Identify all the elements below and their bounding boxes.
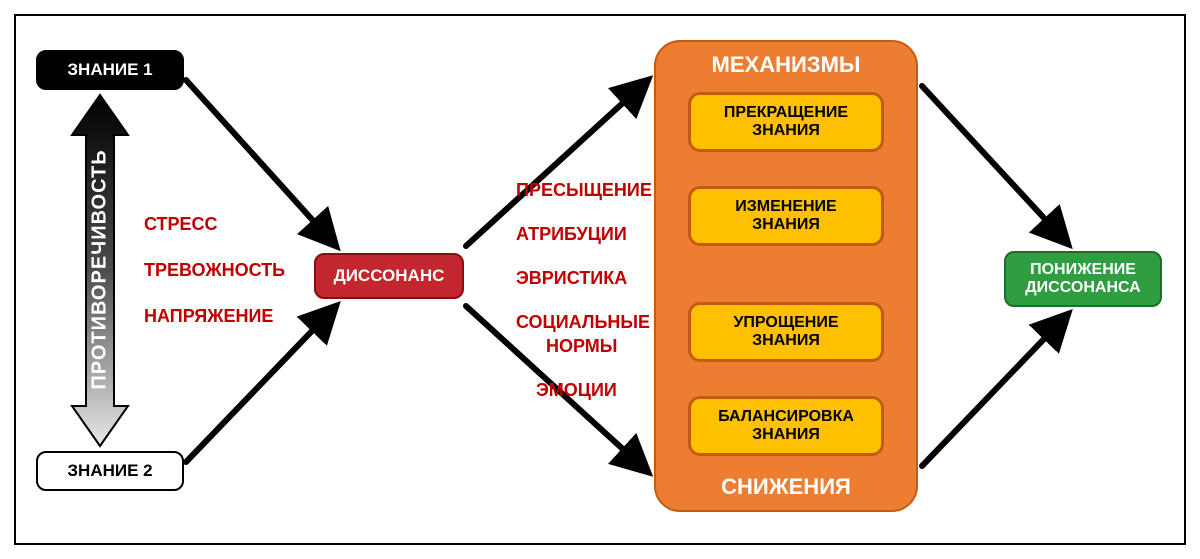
mechanisms-top-text: МЕХАНИЗМЫ — [712, 52, 861, 77]
mech-item-0: ПРЕКРАЩЕНИЕ ЗНАНИЯ — [688, 92, 884, 152]
contradiction-text: ПРОТИВОРЕЧИВОСТЬ — [89, 149, 111, 389]
mech-item-3-label: БАЛАНСИРОВКА ЗНАНИЯ — [718, 408, 854, 443]
left-label-1: ТРЕВОЖНОСТЬ — [144, 260, 285, 281]
right-label-0-text: ПРЕСЫЩЕНИЕ — [516, 180, 652, 200]
left-label-2-text: НАПРЯЖЕНИЕ — [144, 306, 273, 326]
right-label-5-text: ЭМОЦИИ — [536, 380, 617, 400]
mech-item-2: УПРОЩЕНИЕ ЗНАНИЯ — [688, 302, 884, 362]
dissonance-label: ДИССОНАНС — [334, 266, 445, 286]
left-label-0-text: СТРЕСС — [144, 214, 218, 234]
right-label-4-text: НОРМЫ — [546, 336, 617, 356]
mechanisms-bottom-text: СНИЖЕНИЯ — [721, 474, 851, 499]
right-label-1: АТРИБУЦИИ — [516, 224, 627, 245]
mech-item-1-label: ИЗМЕНЕНИЕ ЗНАНИЯ — [735, 198, 836, 233]
right-label-4: НОРМЫ — [546, 336, 617, 357]
mechanisms-title-bottom: СНИЖЕНИЯ — [654, 474, 918, 500]
knowledge2-label: ЗНАНИЕ 2 — [67, 461, 152, 481]
node-knowledge2: ЗНАНИЕ 2 — [36, 451, 184, 491]
node-knowledge1: ЗНАНИЕ 1 — [36, 50, 184, 90]
knowledge1-label: ЗНАНИЕ 1 — [67, 60, 152, 80]
result-label: ПОНИЖЕНИЕ ДИССОНАНСА — [1025, 261, 1140, 298]
left-label-1-text: ТРЕВОЖНОСТЬ — [144, 260, 285, 280]
node-result: ПОНИЖЕНИЕ ДИССОНАНСА — [1004, 251, 1162, 307]
right-label-3: СОЦИАЛЬНЫЕ — [516, 312, 650, 333]
right-label-1-text: АТРИБУЦИИ — [516, 224, 627, 244]
right-label-2-text: ЭВРИСТИКА — [516, 268, 627, 288]
right-label-2: ЭВРИСТИКА — [516, 268, 627, 289]
mechanisms-title-top: МЕХАНИЗМЫ — [654, 52, 918, 78]
right-label-5: ЭМОЦИИ — [536, 380, 617, 401]
contradiction-label: ПРОТИВОРЕЧИВОСТЬ — [89, 116, 112, 424]
mech-item-3: БАЛАНСИРОВКА ЗНАНИЯ — [688, 396, 884, 456]
right-label-0: ПРЕСЫЩЕНИЕ — [516, 180, 652, 201]
left-label-2: НАПРЯЖЕНИЕ — [144, 306, 273, 327]
left-label-0: СТРЕСС — [144, 214, 218, 235]
mech-item-1: ИЗМЕНЕНИЕ ЗНАНИЯ — [688, 186, 884, 246]
mech-item-0-label: ПРЕКРАЩЕНИЕ ЗНАНИЯ — [724, 104, 848, 139]
right-label-3-text: СОЦИАЛЬНЫЕ — [516, 312, 650, 332]
mech-item-2-label: УПРОЩЕНИЕ ЗНАНИЯ — [733, 314, 838, 349]
node-dissonance: ДИССОНАНС — [314, 253, 464, 299]
